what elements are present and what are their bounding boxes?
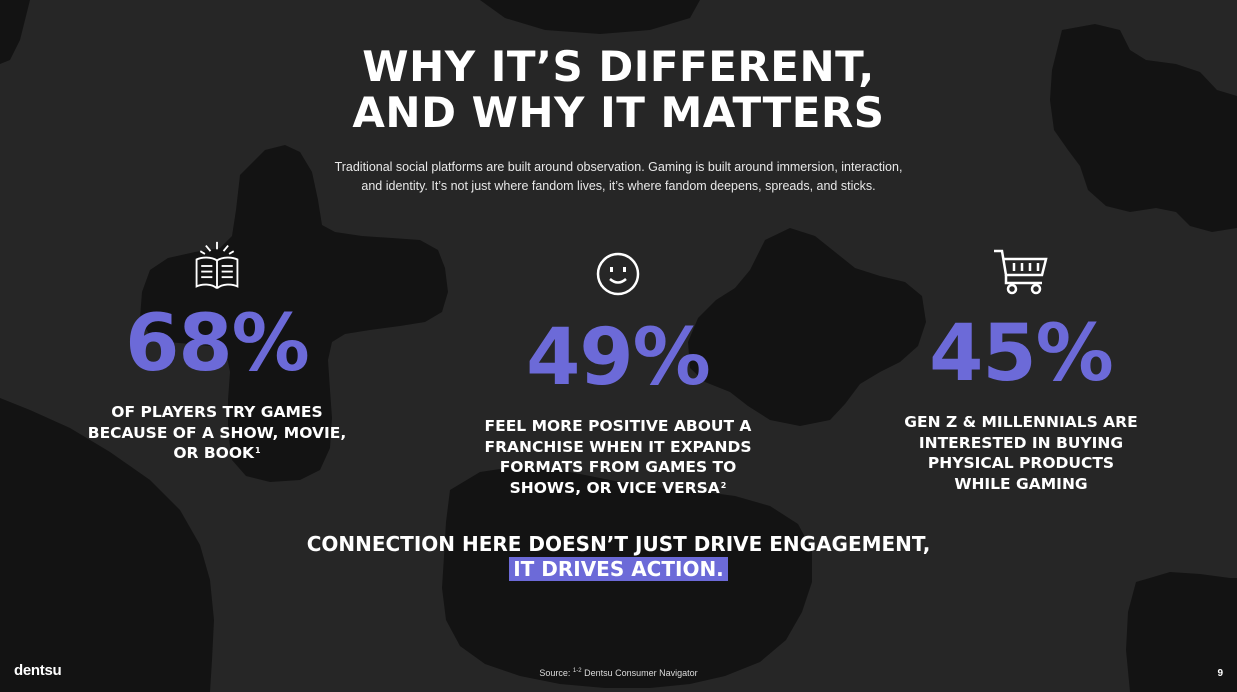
stat-line: FORMATS FROM GAMES TO — [499, 458, 737, 476]
stat-line: WHILE GAMING — [954, 474, 1088, 493]
cta-line-1: CONNECTION HERE DOESN’T JUST DRIVE ENGAG… — [306, 532, 931, 556]
title-line-1: WHY IT’S DIFFERENT, — [362, 42, 875, 91]
source-label: Source: — [539, 668, 571, 678]
dentsu-logo: dentsu — [14, 662, 62, 679]
page-title: WHY IT’S DIFFERENT, AND WHY IT MATTERS — [0, 44, 1237, 136]
open-book-icon — [195, 241, 239, 290]
source-note: Source: 1-2 Dentsu Consumer Navigator — [0, 668, 1237, 678]
stat-line: INTERESTED IN BUYING — [918, 433, 1124, 452]
stat-description: FEEL MORE POSITIVE ABOUT A FRANCHISE WHE… — [468, 416, 768, 498]
cta-highlight: IT DRIVES ACTION. — [509, 557, 728, 581]
footnote-marker: 2 — [720, 480, 727, 490]
shopping-cart-icon — [994, 249, 1048, 295]
title-line-2: AND WHY IT MATTERS — [352, 88, 885, 137]
stat-value: 45% — [929, 309, 1114, 399]
subtitle-line-2: and identity. It’s not just where fandom… — [361, 179, 876, 193]
stat-line: OF PLAYERS TRY GAMES — [111, 403, 323, 421]
stat-line: OR BOOK1 — [67, 443, 367, 464]
stat-line: BECAUSE OF A SHOW, MOVIE, — [87, 423, 347, 442]
subtitle-line-1: Traditional social platforms are built a… — [334, 160, 903, 174]
stat-block-2: 49% FEEL MORE POSITIVE ABOUT A FRANCHISE… — [468, 248, 768, 498]
stat-line-text: OR BOOK — [173, 444, 255, 462]
stat-line: GEN Z & MILLENNIALS ARE — [904, 413, 1138, 431]
stat-block-3: 45% GEN Z & MILLENNIALS ARE INTERESTED I… — [871, 246, 1171, 494]
stat-description: OF PLAYERS TRY GAMES BECAUSE OF A SHOW, … — [67, 402, 367, 464]
stat-value: 49% — [526, 313, 711, 403]
stat-line: FRANCHISE WHEN IT EXPANDS — [484, 437, 752, 456]
stat-line: FEEL MORE POSITIVE ABOUT A — [484, 417, 752, 435]
stat-line: PHYSICAL PRODUCTS — [927, 454, 1115, 472]
stat-line-text: SHOWS, OR VICE VERSA — [509, 478, 720, 497]
stat-block-1: 68% OF PLAYERS TRY GAMES BECAUSE OF A SH… — [67, 240, 367, 464]
stat-line: SHOWS, OR VICE VERSA2 — [468, 478, 768, 499]
source-refs: 1-2 — [572, 668, 582, 674]
stat-value: 68% — [125, 299, 310, 389]
page-number: 9 — [1217, 668, 1223, 679]
call-to-action: CONNECTION HERE DOESN’T JUST DRIVE ENGAG… — [0, 532, 1237, 582]
source-text: Dentsu Consumer Navigator — [584, 668, 698, 678]
subtitle: Traditional social platforms are built a… — [300, 158, 937, 196]
stat-description: GEN Z & MILLENNIALS ARE INTERESTED IN BU… — [871, 412, 1171, 494]
smiley-face-icon — [596, 252, 640, 296]
footnote-marker: 1 — [255, 446, 261, 455]
